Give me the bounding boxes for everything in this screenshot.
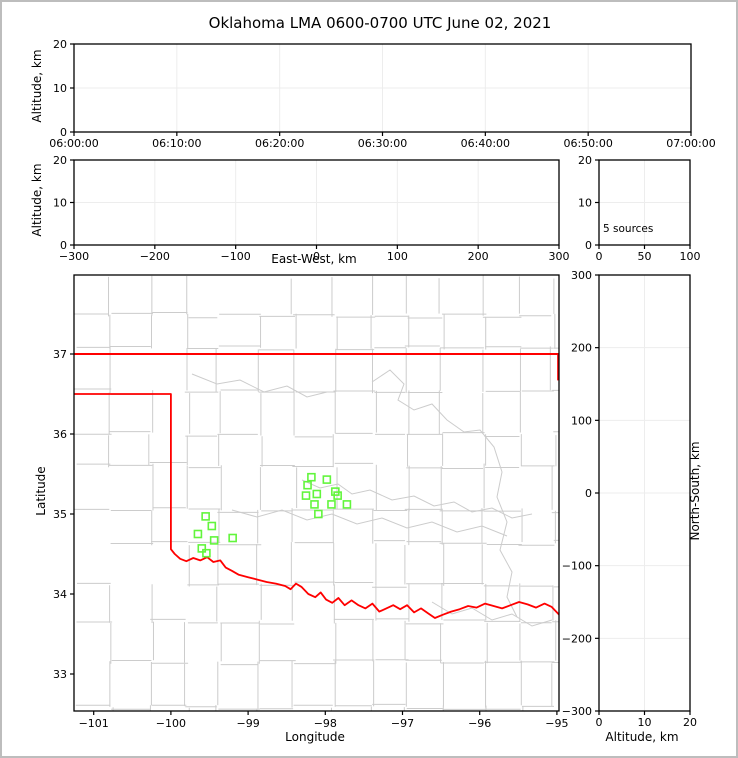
y-tick-label: 20	[53, 38, 67, 51]
lightning-source-marker	[310, 500, 319, 509]
x-tick-label: 200	[468, 250, 489, 263]
altitude-histogram-panel: 0 50 100 0 10 20	[578, 154, 701, 263]
y-tick-label: −300	[562, 705, 592, 718]
x-tick-label: 06:30:00	[358, 137, 407, 150]
lightning-source-marker	[228, 533, 237, 543]
y-tick-label: −200	[562, 632, 592, 645]
x-tick-label: −300	[59, 250, 89, 263]
panel-bg	[74, 275, 559, 711]
x-tick-label: 0	[596, 250, 603, 263]
lightning-source-marker	[312, 489, 322, 499]
map-xlabel: Longitude	[285, 730, 345, 744]
y-tick-label: 10	[53, 82, 67, 95]
lightning-source-marker	[303, 480, 312, 490]
x-tick-label: 20	[683, 716, 697, 729]
x-tick-label: 0	[313, 250, 320, 263]
lightning-source-marker	[307, 472, 316, 482]
ew-panel-ylabel: Altitude, km	[30, 163, 44, 236]
y-tick-label: 33	[53, 668, 67, 681]
north-south-height-panel: 0 10 20 300 200 100 0 −100 −200 −300	[562, 269, 697, 729]
map-content	[74, 275, 559, 711]
y-tick-label: 0	[60, 126, 67, 139]
x-tick-label: 06:00:00	[49, 137, 98, 150]
lightning-sources	[193, 472, 352, 558]
x-tick-label: 06:40:00	[461, 137, 510, 150]
x-tick-label: −97	[391, 717, 414, 730]
x-tick-label: −100	[221, 250, 251, 263]
x-tick-label: −200	[140, 250, 170, 263]
x-tick-label: −99	[236, 717, 259, 730]
lightning-source-marker	[209, 536, 219, 545]
y-tick-label: 0	[585, 487, 592, 500]
east-west-height-panel: −300 −200 −100 0 100 200 300 0 10 20	[53, 154, 570, 263]
lightning-source-marker	[333, 491, 342, 500]
lightning-source-marker	[327, 500, 336, 509]
x-tick-label: 06:50:00	[563, 137, 612, 150]
y-tick-label: 34	[53, 588, 67, 601]
page-title: Oklahoma LMA 0600-0700 UTC June 02, 2021	[209, 14, 552, 32]
y-tick-label: 36	[53, 428, 67, 441]
lightning-source-marker	[314, 509, 323, 519]
river-line	[301, 479, 533, 519]
lightning-source-marker	[193, 529, 203, 539]
y-tick-label: −100	[562, 560, 592, 573]
x-tick-label: 300	[549, 250, 570, 263]
lightning-source-marker	[202, 548, 211, 558]
lightning-source-marker	[207, 521, 217, 531]
ns-panel-xlabel: Altitude, km	[605, 730, 678, 744]
river-line	[191, 373, 328, 398]
state-border	[74, 393, 559, 619]
x-tick-label: 06:10:00	[152, 137, 201, 150]
plan-view-map-panel: −101 −100 −99 −98 −97 −96 −95 33 34 35 36 37	[53, 274, 569, 730]
map-ylabel: Latitude	[34, 466, 48, 515]
y-tick-label: 37	[53, 348, 67, 361]
y-tick-label: 0	[60, 239, 67, 252]
x-tick-label: 50	[638, 250, 652, 263]
x-tick-label: 06:20:00	[255, 137, 304, 150]
x-tick-label: −98	[314, 717, 337, 730]
lightning-source-marker	[197, 544, 207, 553]
ns-panel-ylabel: North-South, km	[688, 441, 702, 540]
y-tick-label: 20	[578, 154, 592, 167]
source-count-annotation: 5 sources	[603, 223, 653, 235]
x-tick-label: 0	[596, 716, 603, 729]
x-tick-label: −95	[545, 717, 568, 730]
time-height-panel: 06:00:00 06:10:00 06:20:00 06:30:00 06:40:00…	[49, 38, 715, 150]
y-tick-label: 10	[53, 197, 67, 210]
y-tick-label: 35	[53, 508, 67, 521]
x-tick-label: 100	[680, 250, 701, 263]
y-tick-label: 0	[585, 239, 592, 252]
x-tick-label: −101	[79, 717, 109, 730]
lightning-source-marker	[301, 491, 311, 500]
x-tick-label: −100	[156, 717, 186, 730]
axes-spine	[73, 274, 560, 712]
x-tick-label: −96	[468, 717, 491, 730]
river-line	[371, 369, 518, 618]
x-tick-label: 07:00:00	[666, 137, 715, 150]
ew-panel-xlabel: East-West, km	[271, 252, 357, 266]
river-line	[231, 509, 508, 537]
x-tick-label: 10	[638, 716, 652, 729]
x-tick-label: 100	[387, 250, 408, 263]
y-tick-label: 20	[53, 154, 67, 167]
lightning-source-marker	[322, 475, 332, 484]
y-tick-label: 100	[571, 414, 592, 427]
y-tick-label: 10	[578, 197, 592, 210]
time-panel-ylabel: Altitude, km	[30, 49, 44, 122]
county-boundaries	[74, 275, 559, 711]
y-tick-label: 300	[571, 269, 592, 282]
lightning-source-marker	[201, 512, 210, 521]
y-tick-label: 200	[571, 342, 592, 355]
river-line	[431, 601, 553, 627]
lightning-source-marker	[342, 500, 352, 509]
